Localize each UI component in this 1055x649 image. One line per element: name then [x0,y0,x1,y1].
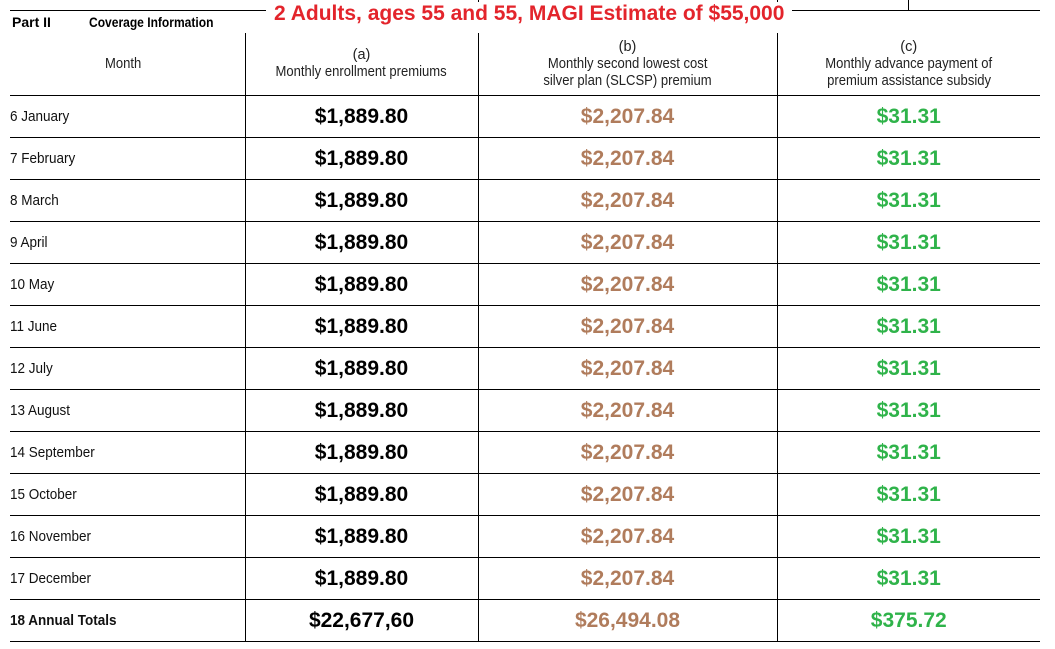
table-row: 9 April $1,889.80 $2,207.84 $31.31 [10,221,1040,264]
enrollment-premium-value: $1,889.80 [244,515,478,558]
table-row: 17 December $1,889.80 $2,207.84 $31.31 [10,557,1040,600]
table-body: 6 January $1,889.80 $2,207.84 $31.31 7 Febru… [10,95,1040,642]
slcsp-premium-value: $2,207.84 [477,389,777,432]
month-label: 8 March [10,179,245,222]
column-tick [908,0,909,10]
month-label: 12 July [10,347,245,390]
enrollment-premium-value: $1,889.80 [244,137,478,180]
advance-payment-value: $31.31 [776,389,1040,432]
month-label: 7 February [10,137,245,180]
month-label: 16 November [10,515,245,558]
table-row: 10 May $1,889.80 $2,207.84 $31.31 [10,263,1040,306]
month-label: 9 April [10,221,245,264]
column-b-title-line2: silver plan (SLCSP) premium [543,72,712,89]
slcsp-premium-value: $2,207.84 [477,515,777,558]
month-header: Month [10,33,245,96]
coverage-table: Month (a) Monthly enrollment premiums (b… [10,33,1040,642]
enrollment-premium-value: $1,889.80 [244,557,478,600]
table-row: 7 February $1,889.80 $2,207.84 $31.31 [10,137,1040,180]
slcsp-premium-value: $2,207.84 [477,557,777,600]
enrollment-premium-value: $1,889.80 [244,179,478,222]
enrollment-premium-value: $1,889.80 [244,347,478,390]
month-label: 13 August [10,389,245,432]
column-b-letter: (b) [618,38,637,55]
part-label: Part II [12,14,51,30]
month-label: 17 December [10,557,245,600]
slcsp-premium-value: $2,207.84 [477,221,777,264]
table-row: 15 October $1,889.80 $2,207.84 $31.31 [10,473,1040,516]
slcsp-premium-value: $2,207.84 [477,431,777,474]
column-c-letter: (c) [900,38,918,55]
advance-payment-value: $31.31 [776,473,1040,516]
enrollment-premium-value: $1,889.80 [244,95,478,138]
table-row: 14 September $1,889.80 $2,207.84 $31.31 [10,431,1040,474]
advance-payment-value: $31.31 [776,515,1040,558]
column-a-title: Monthly enrollment premiums [275,64,448,80]
slcsp-premium-value: $2,207.84 [477,179,777,222]
part-title: Coverage Information [89,14,214,30]
slcsp-premium-value: $2,207.84 [477,263,777,306]
month-label: 15 October [10,473,245,516]
advance-payment-value: $31.31 [776,137,1040,180]
advance-payment-value: $31.31 [776,179,1040,222]
slcsp-premium-value: $2,207.84 [477,95,777,138]
advance-payment-value: $31.31 [776,95,1040,138]
scenario-headline: 2 Adults, ages 55 and 55, MAGI Estimate … [266,2,793,26]
slcsp-premium-value: $2,207.84 [477,347,777,390]
column-c-title-line1: Monthly advance payment of [825,55,993,72]
table-row: 13 August $1,889.80 $2,207.84 $31.31 [10,389,1040,432]
column-c-header: (c) Monthly advance payment of premium a… [776,33,1040,96]
advance-payment-value: $31.31 [776,557,1040,600]
table-row: 12 July $1,889.80 $2,207.84 $31.31 [10,347,1040,390]
month-label: 6 January [10,95,245,138]
enrollment-premium-value: $1,889.80 [244,305,478,348]
advance-payment-value: $31.31 [776,305,1040,348]
slcsp-premium-value: $2,207.84 [477,473,777,516]
slcsp-premium-value: $2,207.84 [477,305,777,348]
header-row: Month (a) Monthly enrollment premiums (b… [10,33,1040,96]
table-row: 6 January $1,889.80 $2,207.84 $31.31 [10,95,1040,138]
table-row: 16 November $1,889.80 $2,207.84 $31.31 [10,515,1040,558]
month-label: 11 June [10,305,245,348]
enrollment-premium-value: $1,889.80 [244,473,478,516]
month-label: 10 May [10,263,245,306]
column-b-title-line1: Monthly second lowest cost [547,55,708,72]
slcsp-premium-value: $26,494.08 [477,599,777,642]
month-label: 14 September [10,431,245,474]
enrollment-premium-value: $1,889.80 [244,263,478,306]
table-row: 11 June $1,889.80 $2,207.84 $31.31 [10,305,1040,348]
advance-payment-value: $31.31 [776,221,1040,264]
advance-payment-value: $375.72 [776,599,1040,642]
advance-payment-value: $31.31 [776,431,1040,474]
column-b-header: (b) Monthly second lowest cost silver pl… [477,33,777,96]
totals-label: 18 Annual Totals [10,599,245,642]
totals-row: 18 Annual Totals $22,677,60 $26,494.08 $375… [10,599,1040,642]
column-c-title-line2: premium assistance subsidy [826,72,991,89]
column-a-letter: (a) [352,47,371,63]
slcsp-premium-value: $2,207.84 [477,137,777,180]
advance-payment-value: $31.31 [776,263,1040,306]
advance-payment-value: $31.31 [776,347,1040,390]
enrollment-premium-value: $22,677,60 [244,599,478,642]
enrollment-premium-value: $1,889.80 [244,431,478,474]
table-row: 8 March $1,889.80 $2,207.84 $31.31 [10,179,1040,222]
enrollment-premium-value: $1,889.80 [244,221,478,264]
column-a-header: (a) Monthly enrollment premiums [244,33,478,96]
enrollment-premium-value: $1,889.80 [244,389,478,432]
